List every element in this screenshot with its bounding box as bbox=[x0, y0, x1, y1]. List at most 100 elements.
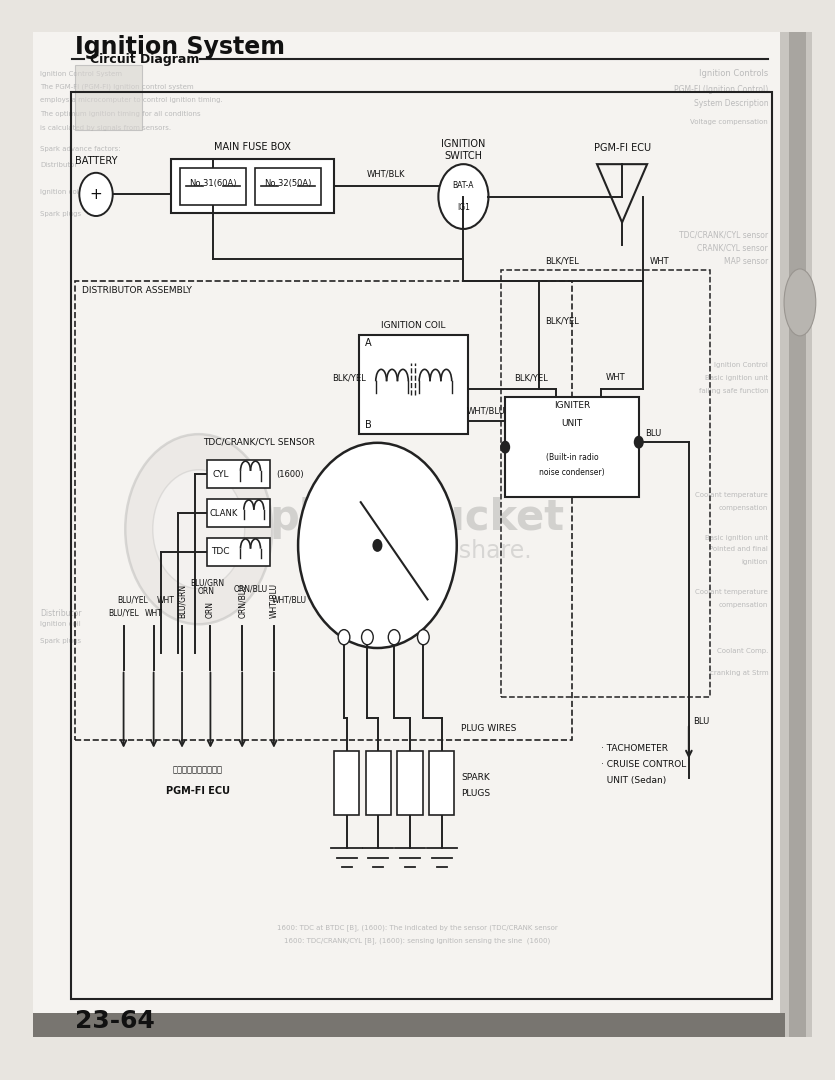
Text: WHT/BLU: WHT/BLU bbox=[272, 596, 307, 605]
Bar bbox=[207, 460, 270, 488]
Bar bbox=[75, 65, 142, 130]
Text: Coolant temperature: Coolant temperature bbox=[696, 589, 768, 595]
Text: BLU: BLU bbox=[645, 429, 661, 437]
Bar bbox=[255, 168, 321, 205]
Text: BLU/GRN: BLU/GRN bbox=[178, 583, 186, 618]
Circle shape bbox=[438, 164, 488, 229]
Text: PLUGS: PLUGS bbox=[461, 789, 490, 798]
Bar bbox=[207, 499, 270, 527]
Text: WHT: WHT bbox=[157, 596, 175, 605]
Text: The PGM-FI (PGM-FI) Ignition control system: The PGM-FI (PGM-FI) Ignition control sys… bbox=[40, 83, 194, 90]
Bar bbox=[33, 1013, 785, 1037]
Text: ORN/BLU: ORN/BLU bbox=[234, 585, 268, 594]
Text: WHT/BLU: WHT/BLU bbox=[467, 407, 506, 416]
Bar bbox=[171, 159, 334, 213]
Text: Spark advance factors:: Spark advance factors: bbox=[40, 146, 121, 152]
Text: B: B bbox=[365, 420, 372, 430]
Text: IG1: IG1 bbox=[457, 203, 470, 212]
Text: CYL: CYL bbox=[212, 470, 229, 478]
Text: 1600: TDC at BTDC [B], (1600): The indicated by the sensor (TDC/CRANK sensor: 1600: TDC at BTDC [B], (1600): The indic… bbox=[277, 923, 558, 931]
Text: IGNITION COIL: IGNITION COIL bbox=[381, 322, 446, 330]
Text: UNIT (Sedan): UNIT (Sedan) bbox=[601, 777, 666, 785]
Text: WHT/BLU: WHT/BLU bbox=[270, 582, 278, 618]
Text: IGNITER: IGNITER bbox=[554, 402, 590, 410]
Bar bbox=[180, 168, 246, 205]
Circle shape bbox=[418, 630, 429, 645]
Bar bbox=[207, 538, 270, 566]
Bar bbox=[501, 270, 710, 697]
Text: ignition: ignition bbox=[741, 558, 768, 565]
Text: failing safe function: failing safe function bbox=[699, 388, 768, 394]
Text: Basic ignition unit: Basic ignition unit bbox=[705, 375, 768, 381]
Text: Spark plugs: Spark plugs bbox=[40, 211, 81, 217]
Bar bbox=[780, 32, 812, 1037]
Text: TDC/CRANK/CYL SENSOR: TDC/CRANK/CYL SENSOR bbox=[203, 438, 315, 447]
Text: Coolant Comp.: Coolant Comp. bbox=[716, 648, 768, 654]
Text: · CRUISE CONTROL: · CRUISE CONTROL bbox=[601, 760, 686, 769]
Circle shape bbox=[362, 630, 373, 645]
Text: Ignition coil: Ignition coil bbox=[40, 621, 81, 627]
Text: Pointed and final: Pointed and final bbox=[709, 545, 768, 552]
Bar bbox=[359, 335, 468, 434]
Text: Distributor: Distributor bbox=[40, 162, 78, 168]
Text: System Description: System Description bbox=[694, 99, 768, 108]
Text: PLUG WIRES: PLUG WIRES bbox=[461, 725, 516, 733]
Bar bbox=[334, 751, 359, 815]
Bar bbox=[505, 397, 639, 497]
Circle shape bbox=[125, 434, 272, 624]
Text: BAT-A: BAT-A bbox=[453, 181, 474, 190]
Text: ORN/BLU: ORN/BLU bbox=[238, 583, 246, 618]
Text: ORN: ORN bbox=[198, 588, 215, 596]
Text: Ignition Control System: Ignition Control System bbox=[40, 70, 122, 77]
Bar bbox=[71, 92, 772, 999]
Text: SPARK: SPARK bbox=[461, 773, 489, 782]
Text: compensation: compensation bbox=[719, 602, 768, 608]
Text: (1600): (1600) bbox=[276, 470, 304, 478]
Text: noise condenser): noise condenser) bbox=[539, 469, 605, 477]
Text: BLK/YEL: BLK/YEL bbox=[545, 318, 579, 326]
Bar bbox=[429, 751, 454, 815]
Circle shape bbox=[338, 630, 350, 645]
Text: WHT: WHT bbox=[650, 257, 670, 266]
Text: BLU/GRN: BLU/GRN bbox=[190, 579, 225, 588]
Text: +: + bbox=[89, 187, 103, 202]
Text: CLANK: CLANK bbox=[210, 509, 238, 517]
Text: WHT: WHT bbox=[605, 374, 625, 382]
Text: BLU/YEL: BLU/YEL bbox=[109, 609, 139, 618]
Text: 23-64: 23-64 bbox=[75, 1009, 155, 1032]
Circle shape bbox=[298, 443, 457, 648]
Text: PGM-FI ECU: PGM-FI ECU bbox=[594, 144, 650, 153]
Text: compensation: compensation bbox=[719, 504, 768, 511]
Text: Spark plugs: Spark plugs bbox=[40, 637, 81, 644]
Text: photobucket: photobucket bbox=[270, 498, 565, 539]
Circle shape bbox=[153, 470, 245, 589]
Bar bbox=[789, 32, 806, 1037]
Text: Ignition System: Ignition System bbox=[75, 35, 285, 58]
Text: IGNITION: IGNITION bbox=[441, 139, 486, 149]
Text: PGM-FI (Ignition Control): PGM-FI (Ignition Control) bbox=[674, 85, 768, 94]
Text: 1600: TDC/CRANK/CYL [B], (1600): sensing ignition sensing the sine  (1600): 1600: TDC/CRANK/CYL [B], (1600): sensing… bbox=[285, 936, 550, 944]
Text: MAIN FUSE BOX: MAIN FUSE BOX bbox=[214, 143, 291, 152]
Text: Basic ignition unit: Basic ignition unit bbox=[705, 535, 768, 541]
Circle shape bbox=[500, 441, 510, 454]
Text: CRANK/CYL sensor: CRANK/CYL sensor bbox=[697, 244, 768, 253]
Text: The optimum ignition timing for all conditions: The optimum ignition timing for all cond… bbox=[40, 110, 200, 117]
Text: ORN: ORN bbox=[206, 600, 215, 618]
Text: Distributor: Distributor bbox=[40, 609, 82, 618]
Text: A: A bbox=[365, 338, 372, 348]
Text: Ignition coil: Ignition coil bbox=[40, 189, 81, 195]
Text: post.  store.  share.: post. store. share. bbox=[303, 539, 532, 563]
Bar bbox=[397, 751, 423, 815]
Text: UNIT: UNIT bbox=[561, 419, 583, 428]
Text: Ignition Controls: Ignition Controls bbox=[699, 69, 768, 78]
Text: · TACHOMETER: · TACHOMETER bbox=[601, 744, 668, 753]
Text: DISTRIBUTOR ASSEMBLY: DISTRIBUTOR ASSEMBLY bbox=[82, 286, 192, 295]
Text: Ignition Control: Ignition Control bbox=[714, 362, 768, 368]
Circle shape bbox=[388, 630, 400, 645]
Text: No.32(50A): No.32(50A) bbox=[265, 179, 311, 188]
Text: BLU/YEL: BLU/YEL bbox=[117, 596, 148, 605]
Text: (Built-in radio: (Built-in radio bbox=[545, 454, 599, 462]
Text: TDC: TDC bbox=[211, 548, 230, 556]
Text: Coolant temperature: Coolant temperature bbox=[696, 491, 768, 498]
Circle shape bbox=[372, 539, 382, 552]
